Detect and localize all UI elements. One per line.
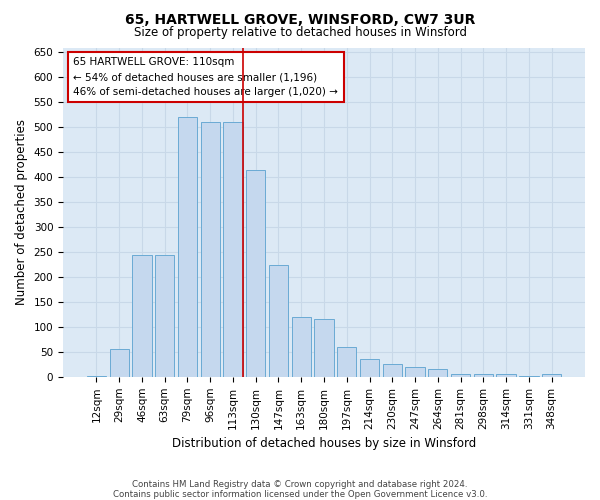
Text: Size of property relative to detached houses in Winsford: Size of property relative to detached ho… (133, 26, 467, 39)
Bar (406, 367, 425, 377)
Bar (314, 320, 334, 377)
Bar (178, 118, 197, 377)
Bar (337, 347, 356, 377)
Bar (428, 370, 448, 377)
Bar (200, 122, 220, 377)
Bar (132, 254, 152, 377)
Bar (269, 264, 288, 377)
Bar (246, 170, 265, 377)
Bar (155, 254, 175, 377)
Bar (451, 374, 470, 377)
Bar (519, 376, 539, 377)
Text: 65 HARTWELL GROVE: 110sqm
← 54% of detached houses are smaller (1,196)
46% of se: 65 HARTWELL GROVE: 110sqm ← 54% of detac… (73, 58, 338, 97)
Bar (292, 317, 311, 377)
Y-axis label: Number of detached properties: Number of detached properties (15, 119, 28, 305)
Bar (383, 364, 402, 377)
Text: Contains public sector information licensed under the Open Government Licence v3: Contains public sector information licen… (113, 490, 487, 499)
Bar (87, 376, 106, 377)
Text: 65, HARTWELL GROVE, WINSFORD, CW7 3UR: 65, HARTWELL GROVE, WINSFORD, CW7 3UR (125, 12, 475, 26)
Bar (473, 374, 493, 377)
Bar (223, 122, 242, 377)
Bar (496, 374, 516, 377)
Bar (542, 374, 561, 377)
Text: Contains HM Land Registry data © Crown copyright and database right 2024.: Contains HM Land Registry data © Crown c… (132, 480, 468, 489)
Bar (110, 350, 129, 377)
Bar (360, 360, 379, 377)
X-axis label: Distribution of detached houses by size in Winsford: Distribution of detached houses by size … (172, 437, 476, 450)
